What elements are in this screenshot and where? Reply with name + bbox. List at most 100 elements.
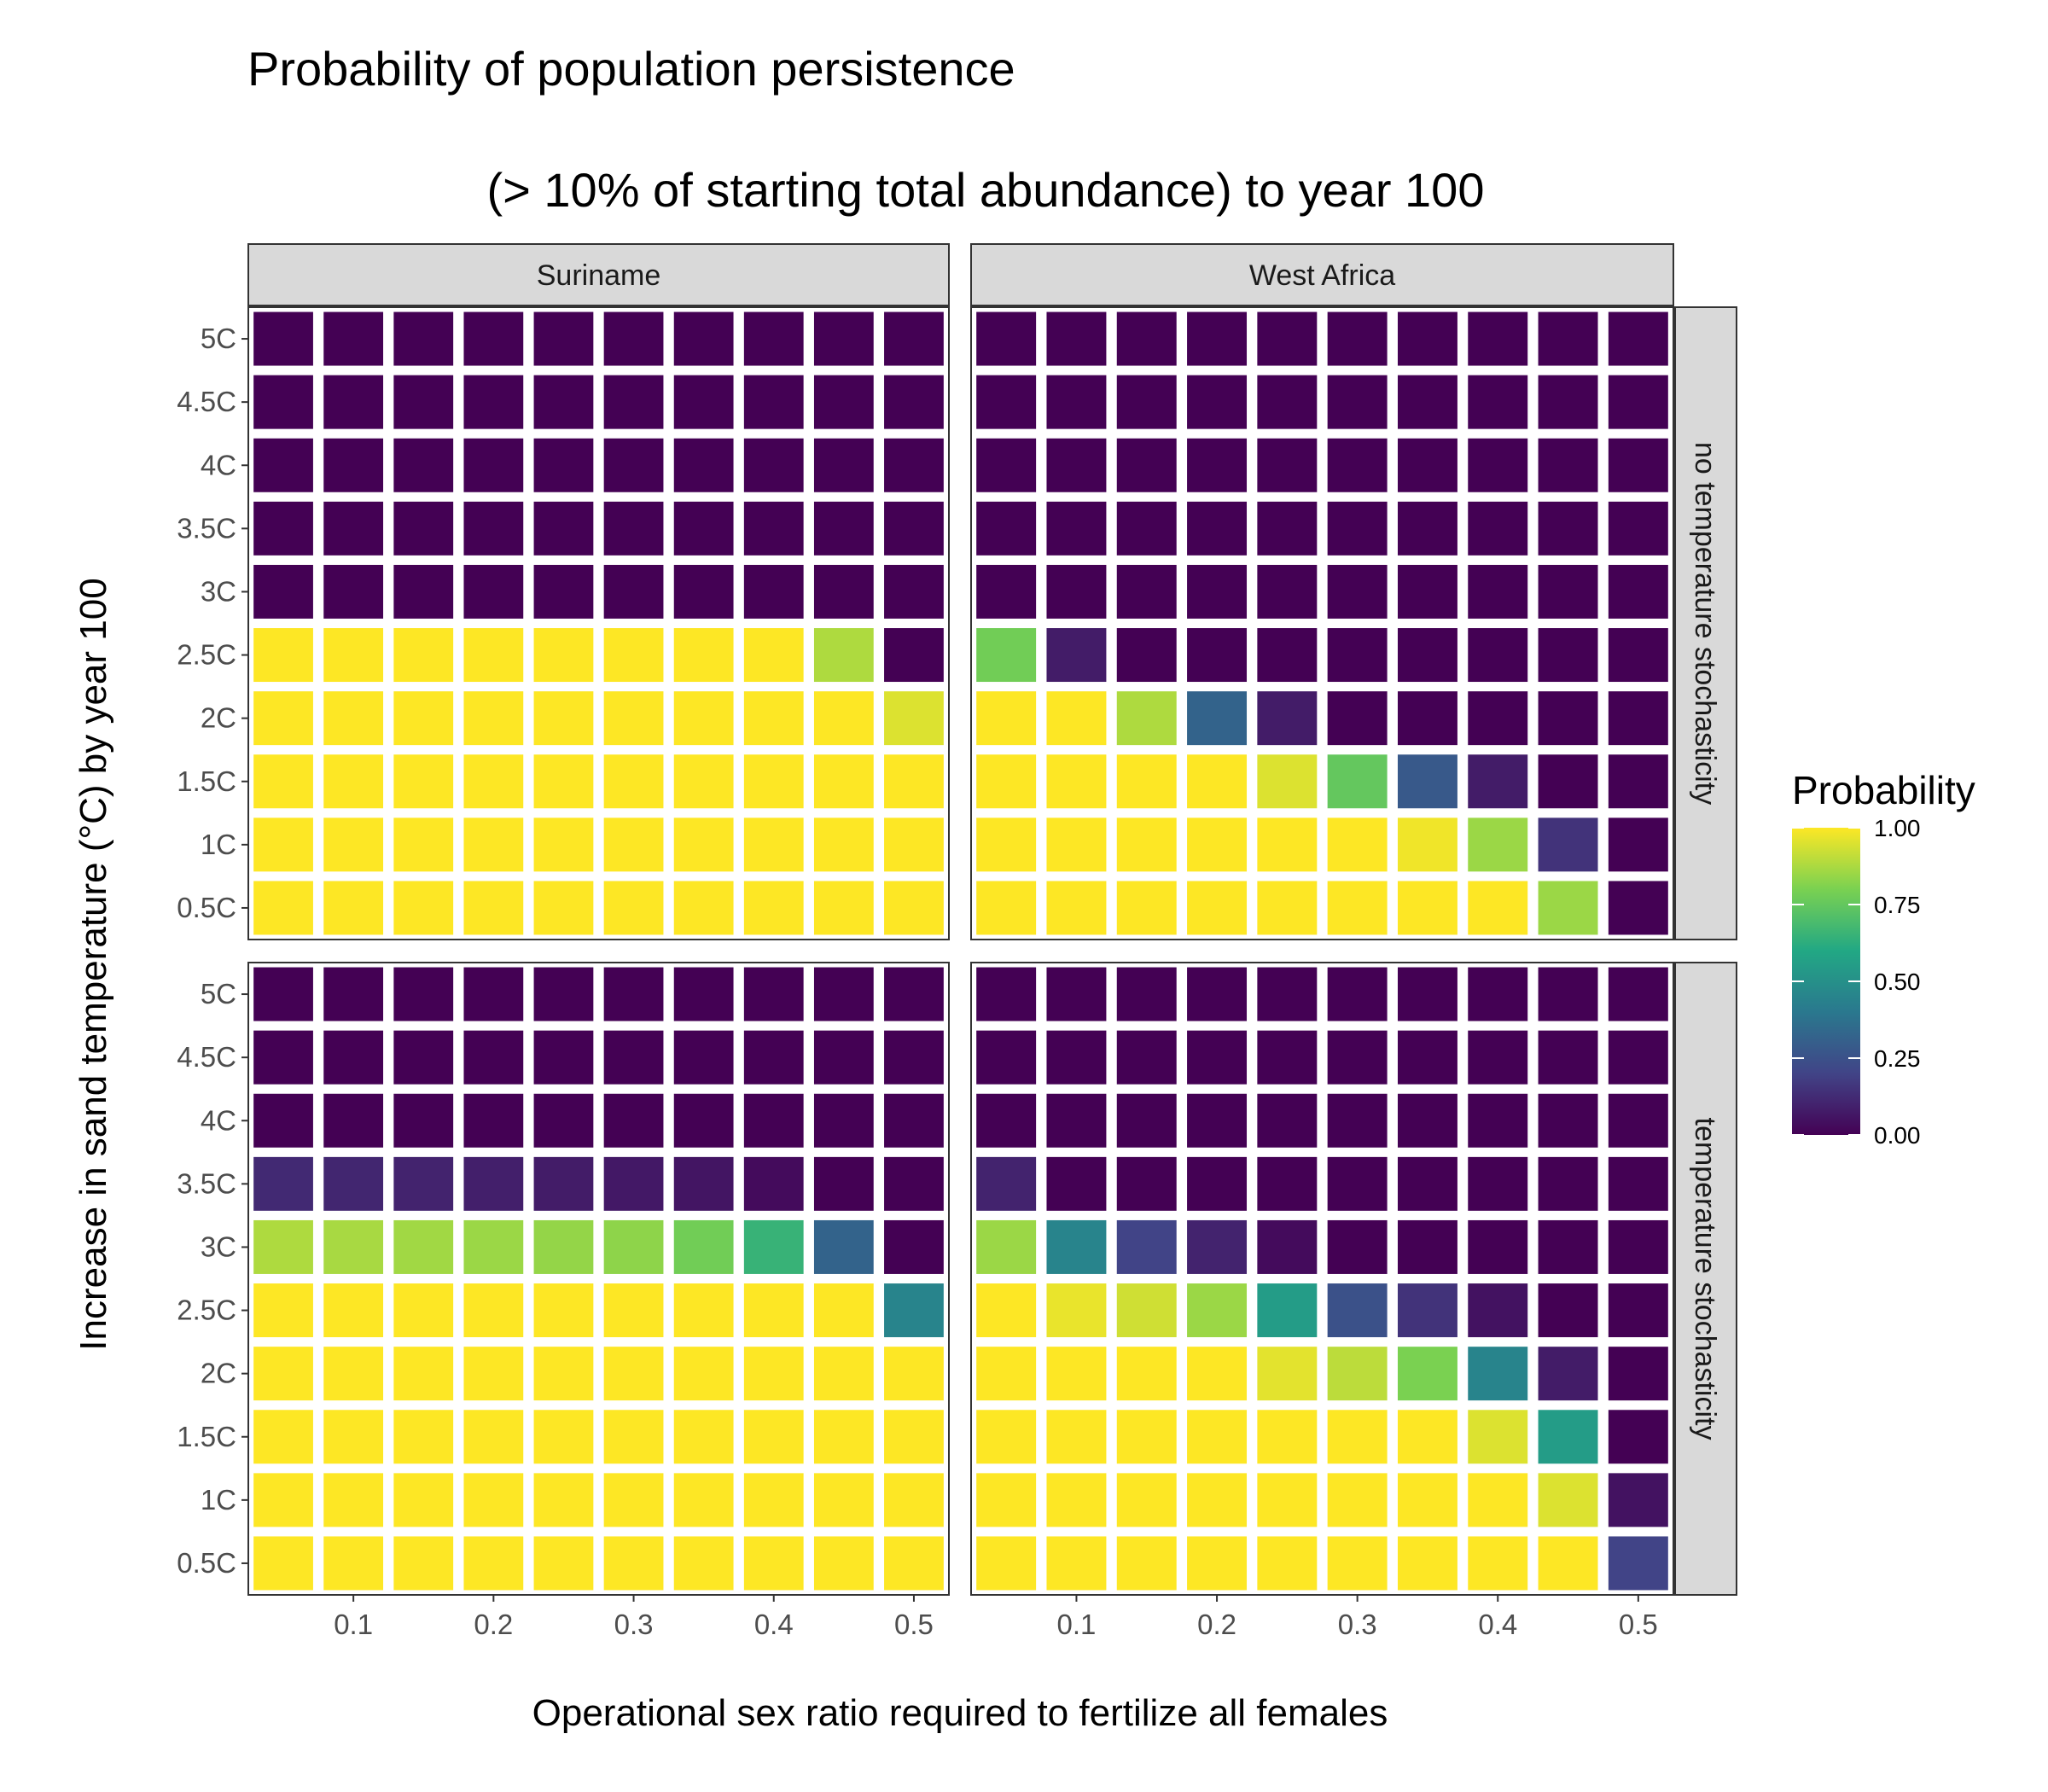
heatmap-cell: [463, 1410, 524, 1464]
heatmap-cell: [884, 1536, 944, 1591]
heatmap-cell: [323, 1347, 384, 1401]
heatmap-cell: [1116, 375, 1177, 429]
heatmap-cell: [1116, 564, 1177, 619]
heatmap-cell: [393, 501, 454, 556]
heatmap-cell: [1468, 967, 1528, 1021]
chart-title-line-1: Probability of population persistence: [247, 42, 1015, 96]
panel-border: [247, 962, 950, 1596]
heatmap-cell: [393, 691, 454, 746]
heatmap-cell: [1327, 375, 1388, 429]
heatmap-cell: [1187, 311, 1248, 366]
heatmap-cell: [1608, 691, 1668, 746]
x-tick-label: 0.4: [1478, 1609, 1517, 1640]
heatmap-cell: [1538, 1093, 1598, 1148]
row-strip: [1674, 306, 1737, 940]
heatmap-cell: [743, 375, 804, 429]
heatmap-cell: [393, 1156, 454, 1211]
heatmap-cell: [1327, 1030, 1388, 1085]
heatmap-cell: [463, 881, 524, 935]
heatmap-cell: [1257, 1283, 1318, 1338]
heatmap-cell: [1397, 691, 1457, 746]
heatmap-cell: [976, 754, 1037, 809]
heatmap-cell: [1538, 564, 1598, 619]
heatmap-cell: [743, 817, 804, 872]
heatmap-cell: [813, 1410, 874, 1464]
heatmap-cell: [976, 1030, 1037, 1085]
heatmap-cell: [533, 1030, 594, 1085]
heatmap-cell: [1538, 881, 1598, 935]
heatmap-cell: [743, 564, 804, 619]
heatmap-cell: [813, 438, 874, 492]
heatmap-cell: [976, 1410, 1037, 1464]
heatmap-cell: [976, 691, 1037, 746]
heatmap-cell: [393, 817, 454, 872]
heatmap-cell: [1257, 754, 1318, 809]
heatmap-cell: [1608, 1156, 1668, 1211]
heatmap-cell: [1608, 501, 1668, 556]
heatmap-cell: [393, 375, 454, 429]
heatmap-cell: [463, 1473, 524, 1527]
heatmap-cell: [813, 967, 874, 1021]
heatmap-cell: [1468, 438, 1528, 492]
heatmap-cell: [1116, 1030, 1177, 1085]
heatmap-cell: [884, 1093, 944, 1148]
heatmap-cell: [463, 1156, 524, 1211]
heatmap-cell: [976, 1347, 1037, 1401]
heatmap-cell: [673, 1536, 734, 1591]
heatmap-cell: [1538, 1410, 1598, 1464]
heatmap-cell: [1327, 881, 1388, 935]
heatmap-cell: [1046, 501, 1107, 556]
heatmap-cell: [253, 1283, 313, 1338]
heatmap-cell: [253, 881, 313, 935]
heatmap-cell: [884, 375, 944, 429]
heatmap-cell: [1608, 375, 1668, 429]
heatmap-cell: [393, 438, 454, 492]
heatmap-cell: [1187, 564, 1248, 619]
heatmap-cell: [1257, 1156, 1318, 1211]
heatmap-cell: [673, 564, 734, 619]
heatmap-cell: [884, 817, 944, 872]
heatmap-cell: [1608, 1473, 1668, 1527]
heatmap-cell: [1046, 1030, 1107, 1085]
heatmap-cell: [603, 1410, 664, 1464]
heatmap-cell: [253, 438, 313, 492]
heatmap-cell: [603, 564, 664, 619]
heatmap-cell: [1046, 628, 1107, 683]
legend-tick-label: 0.25: [1874, 1045, 1921, 1072]
y-tick-label: 2.5C: [177, 1295, 236, 1326]
heatmap-cell: [976, 501, 1037, 556]
heatmap-cell: [603, 1156, 664, 1211]
heatmap-cell: [323, 691, 384, 746]
heatmap-cell: [1397, 1473, 1457, 1527]
heatmap-cell: [253, 967, 313, 1021]
legend-tick-label: 1.00: [1874, 815, 1921, 841]
heatmap-cell: [1327, 1536, 1388, 1591]
heatmap-cell: [253, 628, 313, 683]
heatmap-cell: [1397, 754, 1457, 809]
heatmap-cell: [976, 967, 1037, 1021]
heatmap-cell: [603, 754, 664, 809]
heatmap-cell: [1608, 564, 1668, 619]
heatmap-cell: [1116, 1536, 1177, 1591]
heatmap-cell: [673, 501, 734, 556]
heatmap-cell: [1187, 967, 1248, 1021]
x-tick-label: 0.2: [474, 1609, 513, 1640]
heatmap-cell: [1538, 754, 1598, 809]
heatmap-cell: [813, 564, 874, 619]
heatmap-cell: [743, 1347, 804, 1401]
heatmap-cell: [1257, 1473, 1318, 1527]
heatmap-cell: [976, 564, 1037, 619]
heatmap-cell: [1468, 1536, 1528, 1591]
heatmap-cell: [463, 628, 524, 683]
x-tick-label: 0.3: [614, 1609, 654, 1640]
heatmap-cell: [1608, 1093, 1668, 1148]
heatmap-cell: [1397, 1536, 1457, 1591]
heatmap-cell: [743, 1473, 804, 1527]
heatmap-cell: [1397, 1093, 1457, 1148]
heatmap-cell: [1257, 501, 1318, 556]
heatmap-cell: [463, 967, 524, 1021]
heatmap-cell: [1187, 1536, 1248, 1591]
heatmap-cell: [673, 311, 734, 366]
heatmap-cell: [1327, 1410, 1388, 1464]
x-tick-label: 0.4: [754, 1609, 794, 1640]
